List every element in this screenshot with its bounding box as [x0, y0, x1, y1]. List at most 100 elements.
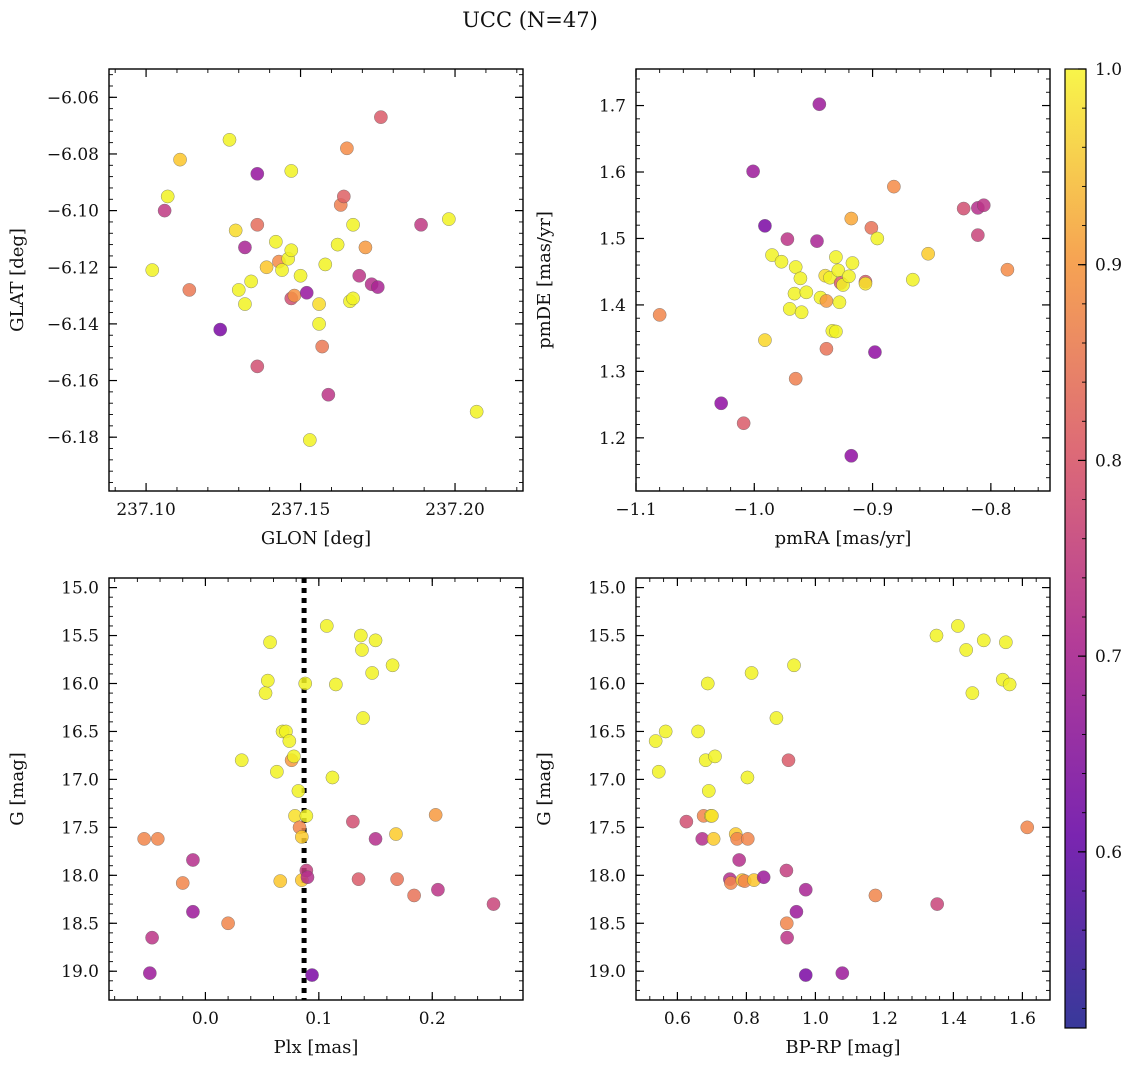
data-point: [175, 876, 190, 890]
y-tick-label: 17.0: [61, 770, 99, 790]
data-point: [250, 359, 265, 374]
data-point: [858, 276, 873, 291]
data-point: [971, 228, 985, 242]
x-tick-label: 0.1: [305, 1009, 332, 1029]
data-point: [273, 874, 288, 888]
data-point: [354, 628, 368, 643]
y-tick-label: −6.06: [47, 88, 99, 108]
data-point: [244, 274, 258, 289]
data-point: [374, 110, 388, 124]
data-point: [921, 246, 935, 261]
data-point: [812, 97, 827, 112]
data-point: [352, 268, 367, 283]
data-point: [293, 268, 308, 283]
data-point: [428, 808, 443, 822]
data-point: [956, 201, 971, 216]
x-axis-label: BP-RP [mag]: [785, 1037, 900, 1058]
data-point: [260, 673, 275, 688]
data-point: [263, 635, 277, 650]
y-tick-label: 16.0: [588, 675, 626, 695]
data-point: [287, 288, 302, 303]
data-point: [250, 166, 265, 181]
data-point: [300, 870, 315, 885]
y-tick-label: 15.0: [61, 579, 99, 599]
data-point: [329, 677, 343, 692]
data-point: [150, 832, 165, 846]
figure-title: UCC (N=47): [462, 8, 598, 32]
data-point: [346, 217, 360, 232]
data-point: [356, 711, 370, 725]
data-point: [368, 832, 383, 846]
data-point: [238, 240, 252, 255]
data-point: [999, 635, 1013, 650]
data-point: [788, 371, 803, 386]
data-point: [370, 280, 385, 294]
data-point: [829, 324, 843, 339]
y-tick-label: 18.0: [61, 866, 99, 886]
data-point: [714, 396, 728, 411]
data-point: [819, 341, 834, 356]
y-axis-label: GLAT [deg]: [7, 228, 28, 332]
data-point: [143, 966, 157, 980]
x-tick-label: 0.2: [419, 1009, 446, 1029]
data-point: [701, 784, 716, 798]
x-tick-label: 237.10: [116, 500, 175, 520]
data-point: [186, 904, 200, 919]
y-tick-label: −6.12: [47, 258, 99, 278]
data-point: [765, 248, 779, 262]
data-point: [269, 234, 283, 249]
data-point: [231, 283, 246, 297]
data-point: [832, 295, 847, 310]
plot-frame: [108, 577, 524, 1001]
data-point: [157, 203, 172, 218]
data-point: [318, 257, 333, 272]
y-tick-label: 1.2: [599, 429, 626, 449]
data-point: [1000, 262, 1015, 277]
data-point: [758, 219, 772, 233]
x-tick-label: 1.0: [802, 1009, 829, 1029]
x-tick-label: −1.1: [615, 500, 656, 520]
data-point: [736, 416, 751, 431]
panel-bprp-g: 0.6 0.8 1.0 1.2 1.4 1.6 15.0 15.5 16.0 16.5 17.0 17…: [534, 577, 1051, 1058]
data-point: [976, 198, 991, 213]
y-tick-label: −6.14: [47, 315, 99, 335]
data-point: [221, 916, 235, 931]
y-tick-label: 15.0: [588, 579, 626, 599]
data-point: [929, 628, 944, 643]
data-point: [389, 827, 403, 841]
data-point: [385, 658, 400, 673]
data-point: [789, 904, 804, 919]
colorbar-tick-label: 1.0: [1095, 60, 1122, 80]
data-point: [390, 872, 404, 886]
panel-glon-glat: 237.10 237.15 237.20 −6.18 −6.16 −6.14 −6.12 −6…: [7, 68, 524, 549]
data-point: [905, 272, 920, 287]
y-axis-label: G [mag]: [534, 752, 555, 825]
data-point: [819, 294, 834, 308]
x-axis-label: Plx [mas]: [274, 1037, 359, 1058]
x-tick-label: −0.8: [970, 500, 1011, 520]
data-point: [299, 285, 314, 300]
data-point: [270, 764, 284, 779]
y-tick-label: 1.6: [599, 163, 626, 183]
data-point: [652, 308, 667, 322]
data-point: [321, 387, 336, 402]
data-point: [368, 633, 383, 648]
data-point: [691, 724, 705, 739]
colorbar-tick-label: 0.9: [1095, 256, 1122, 276]
data-point: [346, 814, 360, 829]
data-point: [842, 269, 856, 284]
data-point: [959, 643, 973, 657]
data-point: [407, 888, 421, 903]
data-point: [431, 882, 445, 897]
data-point: [845, 256, 860, 270]
data-point: [486, 897, 501, 911]
data-point: [798, 968, 813, 982]
data-point: [864, 221, 879, 235]
data-point: [330, 237, 345, 252]
y-tick-label: 16.5: [61, 722, 99, 742]
data-point: [844, 448, 859, 463]
data-point: [930, 897, 944, 911]
y-tick-label: −6.08: [47, 145, 99, 165]
data-point: [284, 164, 299, 178]
